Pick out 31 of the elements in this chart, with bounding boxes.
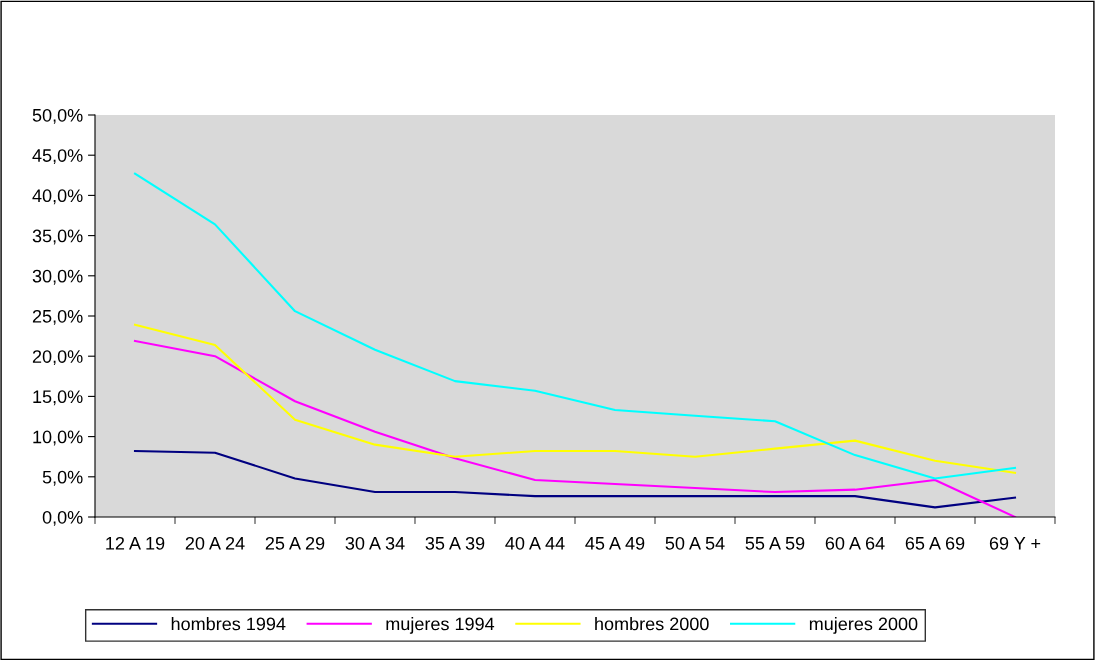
x-tick-label: 40 A 44 bbox=[505, 536, 565, 550]
x-tick-label: 65 A 69 bbox=[905, 536, 965, 550]
x-tick-label: 20 A 24 bbox=[185, 536, 245, 550]
x-tick-label: 12 A 19 bbox=[106, 536, 165, 550]
legend-label: mujeres 2000 bbox=[809, 617, 918, 634]
y-tick-label: 45,0% bbox=[32, 149, 83, 165]
x-tick-label: 50 A 54 bbox=[665, 536, 725, 550]
line-series bbox=[133, 172, 1017, 480]
y-tick-label: 40,0% bbox=[32, 189, 83, 205]
legend-label: hombres 2000 bbox=[595, 617, 709, 631]
y-tick-label: 5,0% bbox=[42, 470, 83, 486]
x-tick-label: 45 A 49 bbox=[585, 536, 645, 550]
y-tick-label: 30,0% bbox=[32, 269, 83, 285]
legend-label: hombres 1994 bbox=[171, 617, 286, 631]
legend-label: mujeres 1994 bbox=[386, 617, 495, 634]
line-series bbox=[133, 323, 1017, 474]
y-tick-label: 35,0% bbox=[32, 229, 83, 245]
x-tick-label: 55 A 59 bbox=[745, 536, 805, 550]
line-series bbox=[133, 339, 1017, 517]
x-tick-label: 35 A 39 bbox=[425, 536, 485, 550]
line-series bbox=[133, 450, 1017, 509]
y-tick-label: 25,0% bbox=[32, 309, 83, 325]
y-tick-label: 15,0% bbox=[33, 390, 83, 406]
y-tick-label: 10,0% bbox=[33, 430, 83, 446]
y-tick-label: 50,0% bbox=[32, 108, 83, 124]
y-tick-label: 0,0% bbox=[42, 510, 83, 526]
x-tick-label: 30 A 34 bbox=[345, 536, 405, 550]
x-tick-label: 60 A 64 bbox=[825, 536, 885, 550]
x-tick-label: 25 A 29 bbox=[265, 536, 325, 550]
x-tick-label: 69 Y + bbox=[989, 536, 1041, 550]
y-tick-label: 20,0% bbox=[32, 350, 83, 366]
